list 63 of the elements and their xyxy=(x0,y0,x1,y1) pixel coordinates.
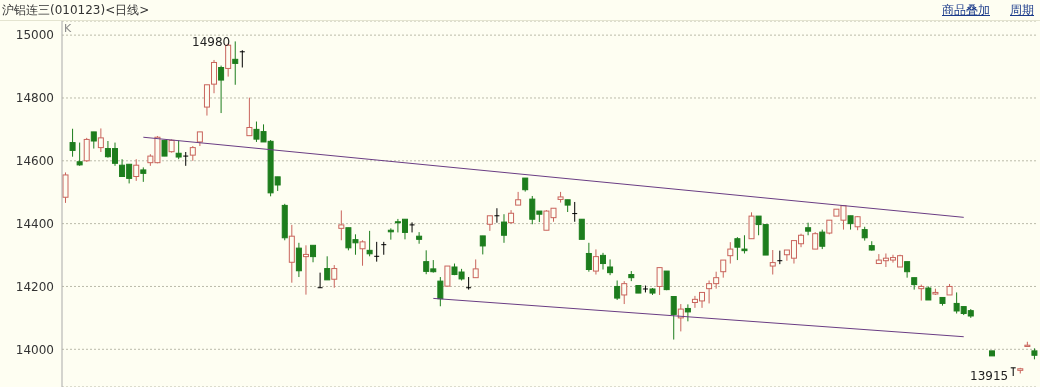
candlestick xyxy=(600,252,607,270)
candlestick xyxy=(472,258,479,279)
candlestick xyxy=(515,191,522,206)
chart-title: 沪铝连三(010123)<日线> xyxy=(2,2,150,19)
candlestick xyxy=(295,242,302,278)
candlestick xyxy=(416,231,423,245)
candlestick xyxy=(331,264,338,289)
annotation: 14980 xyxy=(192,34,231,49)
y-tick-label: 14200 xyxy=(15,279,54,294)
candlestick xyxy=(302,244,309,296)
candlestick xyxy=(338,209,345,241)
candlestick xyxy=(437,276,444,307)
candlestick xyxy=(232,40,239,86)
candlestick xyxy=(373,241,380,263)
candlestick xyxy=(578,218,585,240)
candlestick xyxy=(444,265,451,287)
candlestick xyxy=(741,234,748,254)
candlestick xyxy=(670,296,677,341)
candlestick xyxy=(585,242,592,273)
candlestick xyxy=(734,236,741,261)
candlestick xyxy=(614,280,621,301)
candlestick xyxy=(76,142,83,167)
candlestick xyxy=(805,222,812,236)
candlestick xyxy=(317,272,324,289)
candlestick xyxy=(409,221,416,233)
candlestick xyxy=(62,171,69,204)
candlestick xyxy=(493,207,500,224)
candlestick xyxy=(359,239,366,267)
candlestick xyxy=(246,97,253,137)
y-tick-label: 15000 xyxy=(15,28,54,43)
candlestick xyxy=(621,280,628,305)
candlestick xyxy=(500,213,507,244)
candlestick xyxy=(83,137,90,163)
candlestick xyxy=(239,49,246,68)
y-tick-label: 14600 xyxy=(15,154,54,169)
candlestick xyxy=(592,248,599,276)
candlestick xyxy=(133,158,140,182)
candlestick xyxy=(748,211,755,240)
annotation: K xyxy=(64,22,72,35)
candlestick xyxy=(656,267,663,296)
candlestick xyxy=(1010,367,1017,377)
y-tick-label: 14400 xyxy=(15,216,54,231)
text: 商品叠加 xyxy=(942,2,990,19)
candlestick xyxy=(380,241,387,256)
candlestick xyxy=(465,276,472,291)
candlestick xyxy=(677,303,684,332)
y-tick-label: 14000 xyxy=(15,342,54,357)
candlestick xyxy=(69,128,76,158)
y-tick-label: 14800 xyxy=(15,91,54,106)
candlestick xyxy=(479,235,486,255)
candlestick xyxy=(218,65,225,114)
candlestick xyxy=(571,201,578,223)
candlestick xyxy=(366,230,373,257)
candlestick xyxy=(175,139,182,160)
text: 周期 xyxy=(1010,2,1034,19)
annotation: 13915 xyxy=(970,369,1009,384)
candlestick xyxy=(819,229,826,250)
candlestick xyxy=(324,255,331,281)
candlestick xyxy=(727,241,734,265)
candlestick xyxy=(769,249,776,276)
candlestick xyxy=(97,127,104,153)
candlestick xyxy=(684,303,691,322)
candlestick xyxy=(607,258,614,276)
